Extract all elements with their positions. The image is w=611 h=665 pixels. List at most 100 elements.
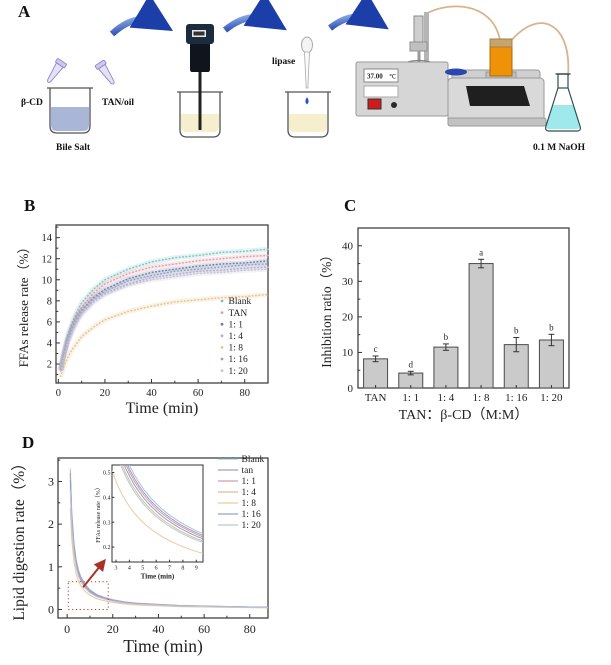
x-tick-label: 60 xyxy=(198,622,210,636)
inset-y-tick-label: 0.2 xyxy=(103,545,111,551)
inset-series-line xyxy=(128,465,203,535)
homogenizer-icon xyxy=(186,24,214,130)
y-tick-label: 4 xyxy=(47,339,53,350)
panel-b-label: B xyxy=(24,196,36,215)
x-tick-label: TAN xyxy=(365,392,387,404)
legend-label: 1: 16 xyxy=(242,510,262,520)
y-tick-label: 0 xyxy=(48,603,54,617)
inset-y-tick-label: 0.5 xyxy=(103,471,111,477)
y-tick-label: 8 xyxy=(47,296,52,307)
inset-y-axis-label: FFAs release rate（%） xyxy=(95,484,102,543)
series-line xyxy=(59,268,269,373)
panel-b-chart: 0 20 40 60 80 2 4 6 8 10 12 14 Time (min) FFAs releas… xyxy=(16,224,269,417)
legend-label: 1: 8 xyxy=(229,344,244,354)
inset-y-tick-label: 0.4 xyxy=(103,495,111,501)
inset-x-tick-label: 5 xyxy=(141,566,144,572)
sig-letter: b xyxy=(549,322,554,332)
panel-a-illustration: β-CD TAN/oil Bile Salt lipase xyxy=(21,0,586,153)
tan-oil-label: TAN/oil xyxy=(102,98,134,108)
y-axis-label: Inhibition ratio（%） xyxy=(320,248,334,368)
stand-pole-icon xyxy=(424,12,429,70)
legend-label: 1: 16 xyxy=(229,355,249,365)
x-tick-label: 0 xyxy=(64,622,70,636)
series-line xyxy=(59,293,269,378)
tubing-icon xyxy=(425,5,501,41)
x-axis-label: Time (min) xyxy=(126,400,199,417)
legend-label: 1: 1 xyxy=(242,477,257,487)
zoom-region-box xyxy=(67,581,109,610)
x-tick-label: 80 xyxy=(244,622,256,636)
x-tick-label: 1: 8 xyxy=(473,392,490,404)
series-line xyxy=(69,489,268,609)
inset-series-line xyxy=(125,465,203,538)
inset-x-tick-label: 7 xyxy=(168,566,171,572)
legend-marker xyxy=(220,322,224,326)
plot-box xyxy=(357,227,570,389)
y-tick-label: 6 xyxy=(47,317,52,328)
bar xyxy=(433,346,459,389)
beaker-icon xyxy=(46,87,94,134)
y-tick-label: 1 xyxy=(48,560,54,574)
temp-display-unit: ℃ xyxy=(389,74,397,81)
legend-marker xyxy=(220,299,224,303)
y-tick-label: 20 xyxy=(342,312,354,324)
series-line xyxy=(59,260,269,372)
beaker-icon xyxy=(284,91,332,138)
flow-arrow-icon xyxy=(328,0,389,31)
legend-marker xyxy=(220,369,224,372)
dropper-icon xyxy=(301,36,313,105)
bar xyxy=(363,358,389,389)
y-tick-label: 3 xyxy=(48,475,54,489)
inset-x-tick-label: 6 xyxy=(155,566,158,572)
panel-d-label: D xyxy=(22,433,35,452)
inset-x-tick-label: 9 xyxy=(195,566,198,572)
series-group xyxy=(69,468,268,609)
y-tick-label: 14 xyxy=(42,233,53,244)
bile-salt-label: Bile Salt xyxy=(56,143,91,153)
legend-label: 1: 4 xyxy=(242,488,257,498)
x-tick-label: 20 xyxy=(107,622,119,636)
y-tick-label: 0 xyxy=(348,383,354,395)
x-tick-label: 60 xyxy=(193,388,204,399)
legend-label: 1: 20 xyxy=(242,521,262,531)
legend-label: Blank xyxy=(229,297,252,307)
legend-label: TAN xyxy=(229,309,248,319)
legend-marker xyxy=(220,346,224,349)
legend-label: Blank xyxy=(242,455,265,465)
legend-label: 1: 8 xyxy=(242,499,257,509)
y-tick-label: 12 xyxy=(42,254,53,265)
legend-label: tan xyxy=(242,466,254,476)
bar xyxy=(538,339,564,389)
inset-series-line xyxy=(112,470,203,554)
series-line xyxy=(59,248,269,370)
bar xyxy=(468,263,494,389)
x-axis-label: Time (min) xyxy=(123,636,203,656)
legend-marker xyxy=(220,334,224,338)
titration-apparatus-icon: 37.00 ℃ 0.1 M NaOH xyxy=(355,5,586,153)
temp-display-value: 37.00 xyxy=(367,73,383,81)
plot-box xyxy=(57,457,269,619)
y-tick-label: 2 xyxy=(47,360,52,371)
zoom-arrow-icon xyxy=(82,558,106,588)
microtube-icon xyxy=(94,59,119,88)
inset-x-tick-label: 4 xyxy=(128,566,131,572)
flow-arrow-icon xyxy=(222,0,287,33)
panel-c-chart: 0 10 20 30 40 c TAN d 1: 1 b 1: 4 a 1: 8 b 1: 16 b 1: 20… xyxy=(320,227,570,423)
drop-icon xyxy=(305,97,309,105)
plot-box xyxy=(55,224,269,384)
power-button-icon xyxy=(367,98,382,110)
x-tick-label: 40 xyxy=(152,622,164,636)
x-tick-label: 1: 1 xyxy=(402,392,419,404)
beta-cd-label: β-CD xyxy=(21,98,43,108)
x-tick-label: 1: 16 xyxy=(505,392,528,404)
flask-icon xyxy=(545,73,581,132)
x-tick-label: 0 xyxy=(56,388,61,399)
y-axis-label: Lipid digestion rate（%） xyxy=(11,455,28,620)
inset-box xyxy=(111,464,204,563)
flow-arrow-icon xyxy=(109,0,174,37)
tubing-icon xyxy=(509,22,570,77)
x-tick-label: 20 xyxy=(100,388,111,399)
x-axis-label: TAN：β-CD（M:M） xyxy=(399,407,529,423)
y-tick-label: 10 xyxy=(342,347,354,359)
